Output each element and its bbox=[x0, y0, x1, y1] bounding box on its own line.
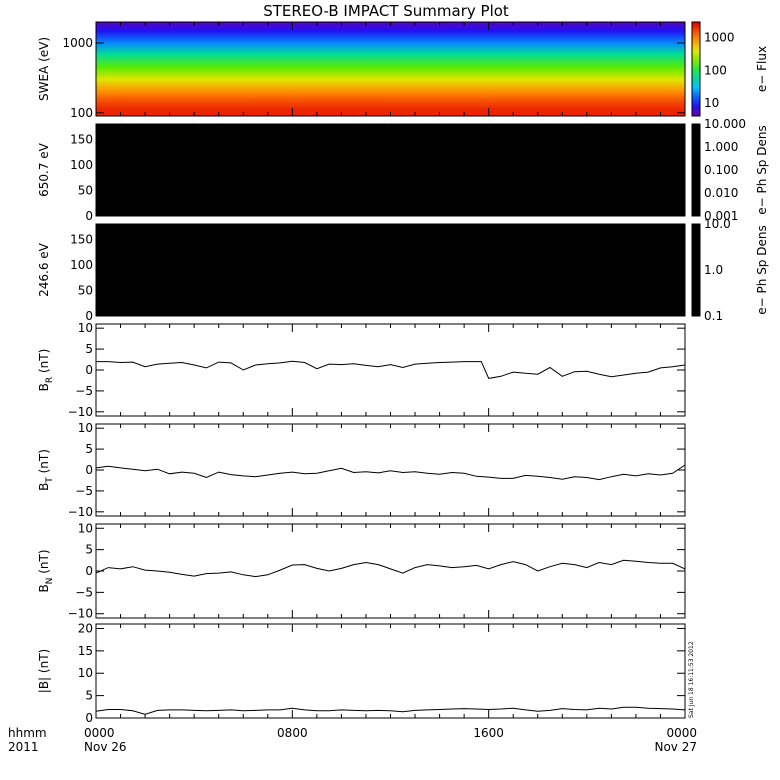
series-line-br bbox=[96, 360, 686, 379]
y-axis-label: BN (nT) bbox=[37, 549, 55, 592]
colorbar-tick-label: 100 bbox=[704, 63, 727, 77]
colorbar-pad246: 0.1 1.0 10.0 e− Ph Sp Dens bbox=[691, 217, 769, 323]
y-axis-label: BR (nT) bbox=[37, 349, 55, 392]
y-tick-label: 5 bbox=[85, 342, 93, 356]
panel-bmag: 0 5 10 15 20 |B| (nT) bbox=[37, 621, 686, 725]
x-tick-label: 0000 bbox=[84, 726, 115, 740]
panel-bn: −10 −5 0 5 10 BN (nT) bbox=[37, 521, 686, 621]
y-tick-label: 10 bbox=[78, 521, 93, 535]
y-tick-label: −10 bbox=[68, 607, 93, 621]
spectrogram-image bbox=[96, 22, 685, 116]
y-axis-label: SWEA (eV) bbox=[37, 37, 51, 101]
colorbar-tick-label: 10.0 bbox=[704, 217, 731, 231]
y-tick-label: 50 bbox=[78, 283, 93, 297]
y-tick-label: 0 bbox=[85, 309, 93, 323]
y-tick-label: 5 bbox=[85, 689, 93, 703]
colorbar-label: e− Flux bbox=[755, 46, 769, 92]
colorbar-tick-label: 0.1 bbox=[704, 309, 723, 323]
colorbar-pad650: 0.001 0.010 0.100 1.000 10.000 e− Ph Sp Dens bbox=[691, 117, 769, 223]
panel-br: −10 −5 0 5 10 BR (nT) bbox=[37, 321, 686, 419]
y-axis-label: 650.7 eV bbox=[37, 142, 51, 197]
panel-swea: 100 1000 SWEA (eV) 10 100 1000 e− Flux bbox=[37, 21, 769, 120]
colorbar-label: e− Ph Sp Dens bbox=[755, 225, 769, 314]
y-tick-label: 5 bbox=[85, 543, 93, 557]
y-tick-label: 150 bbox=[70, 132, 93, 146]
panel-frame bbox=[95, 323, 686, 417]
y-tick-label: 150 bbox=[70, 232, 93, 246]
colorbar-bar bbox=[691, 223, 701, 317]
y-axis-label: |B| (nT) bbox=[37, 649, 51, 693]
x-tick-label: 1600 bbox=[473, 726, 504, 740]
y-tick-label: 15 bbox=[78, 644, 93, 658]
y-tick-label: 100 bbox=[70, 158, 93, 172]
y-tick-label: 100 bbox=[70, 106, 93, 120]
colorbar-tick-label: 0.010 bbox=[704, 186, 738, 200]
y-axis-label-main: B bbox=[37, 383, 51, 391]
panel-frame bbox=[95, 523, 686, 619]
y-tick-label: 0 bbox=[85, 463, 93, 477]
x-corner-label: hhmm bbox=[8, 726, 47, 740]
colorbar-tick-label: 1.000 bbox=[704, 140, 738, 154]
y-axis-label-main: B bbox=[37, 584, 51, 592]
series-line-bn bbox=[95, 559, 686, 578]
y-tick-label: 0 bbox=[85, 564, 93, 578]
y-tick-label: 0 bbox=[85, 363, 93, 377]
colorbar-swea: 10 100 1000 e− Flux bbox=[691, 21, 769, 117]
colorbar-tick-label: 1.0 bbox=[704, 263, 723, 277]
y-tick-label: 10 bbox=[78, 666, 93, 680]
y-tick-label: 0 bbox=[85, 711, 93, 725]
timestamp-stamp: Sat Jun 18 16:11:53 2012 bbox=[688, 641, 695, 718]
colorbar-label: e− Ph Sp Dens bbox=[755, 125, 769, 214]
y-tick-label: 10 bbox=[78, 321, 93, 335]
y-axis-label: 246.6 eV bbox=[37, 242, 51, 297]
y-tick-label: −5 bbox=[75, 384, 93, 398]
y-axis-label-sub: R bbox=[45, 377, 55, 383]
spectrogram-image bbox=[96, 124, 685, 216]
colorbar-tick-label: 10.000 bbox=[704, 117, 746, 131]
colorbar-tick-label: 0.100 bbox=[704, 163, 738, 177]
colorbar-tick-label: 1000 bbox=[704, 31, 735, 45]
y-tick-label: 5 bbox=[85, 442, 93, 456]
y-tick-label: 20 bbox=[78, 621, 93, 635]
y-tick-label: −10 bbox=[68, 405, 93, 419]
y-axis-label-unit: (nT) bbox=[37, 349, 51, 377]
x-tick-label: 0000 bbox=[666, 726, 697, 740]
y-tick-label: −5 bbox=[75, 484, 93, 498]
x-tick-date-label: Nov 27 bbox=[654, 740, 697, 754]
y-tick-label: −5 bbox=[75, 585, 93, 599]
y-tick-label: 0 bbox=[85, 209, 93, 223]
colorbar-bar bbox=[691, 21, 701, 117]
panel-pad246: 0 50 100 150 246.6 eV 0.1 1.0 10.0 e− Ph Sp Dens bbox=[37, 217, 769, 323]
series-line-bt bbox=[95, 464, 686, 481]
y-axis-label-unit: (nT) bbox=[37, 549, 51, 577]
y-axis-label-main: B bbox=[37, 483, 51, 491]
y-tick-label: 10 bbox=[78, 421, 93, 435]
spectrogram-image bbox=[96, 224, 685, 316]
y-tick-label: 50 bbox=[78, 183, 93, 197]
colorbar-tick-label: 10 bbox=[704, 96, 719, 110]
colorbar-tick-label: 0.001 bbox=[704, 209, 738, 223]
panel-pad650: 0 50 100 150 650.7 eV 0.001 0.010 0.100 1.000 10.… bbox=[37, 117, 769, 223]
panel-frame bbox=[95, 423, 686, 517]
y-axis-label-sub: T bbox=[45, 477, 55, 484]
series-line-bmag bbox=[95, 706, 686, 715]
y-tick-label: 100 bbox=[70, 258, 93, 272]
y-tick-label: −10 bbox=[68, 505, 93, 519]
y-axis-label-unit: (nT) bbox=[37, 449, 51, 477]
x-corner-label-year: 2011 bbox=[8, 740, 39, 754]
colorbar-bar bbox=[691, 123, 701, 217]
panel-frame bbox=[95, 623, 686, 719]
x-tick-label: 0800 bbox=[277, 726, 308, 740]
y-axis-label-sub: N bbox=[45, 578, 55, 585]
y-tick-label: 1000 bbox=[62, 36, 93, 50]
x-tick-date-label: Nov 26 bbox=[84, 740, 127, 754]
panel-bt: −10 −5 0 5 10 BT (nT) bbox=[37, 421, 686, 519]
plot-title: STEREO-B IMPACT Summary Plot bbox=[263, 2, 509, 20]
y-axis-label: BT (nT) bbox=[37, 449, 55, 491]
